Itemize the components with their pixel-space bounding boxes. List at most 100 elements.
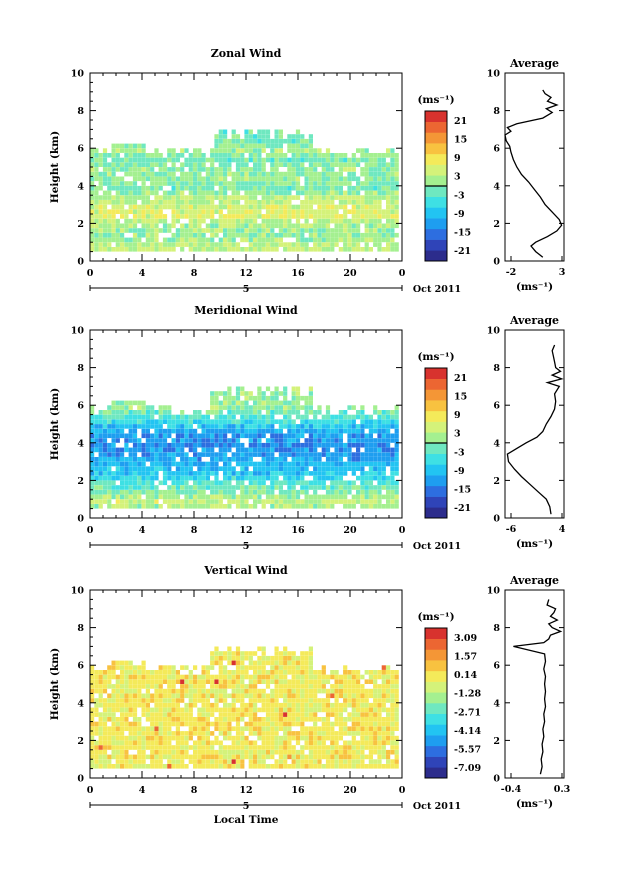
heatmap-cell	[373, 442, 378, 448]
heatmap-cell	[394, 428, 399, 434]
heatmap-cell	[295, 143, 301, 149]
heatmap-cell	[90, 670, 95, 675]
heatmap-cell	[90, 242, 95, 247]
heatmap-cell	[291, 504, 296, 509]
heatmap-cell	[205, 499, 210, 504]
heatmap-cell	[390, 214, 395, 219]
heatmap-cell	[111, 717, 116, 722]
heatmap-cell	[201, 684, 206, 689]
heatmap-cell	[291, 651, 296, 656]
heatmap-cell	[218, 209, 223, 214]
heatmap-cell	[377, 242, 382, 247]
heatmap-cell	[373, 242, 378, 247]
heatmap-cell	[218, 218, 223, 224]
heatmap-cell	[235, 242, 241, 247]
heatmap-cell	[158, 504, 163, 509]
heatmap-cell	[235, 218, 241, 224]
heatmap-cell	[313, 419, 318, 424]
heatmap-cell	[283, 679, 288, 684]
heatmap-cell	[115, 405, 120, 410]
heatmap-cell	[244, 391, 249, 396]
heatmap-cell	[210, 419, 215, 424]
heatmap-cell	[261, 485, 266, 490]
heatmap-cell	[368, 232, 373, 238]
heatmap-cell	[124, 485, 129, 490]
heatmap-cell	[386, 190, 391, 196]
heatmap-cell	[317, 209, 322, 214]
heatmap-cell	[287, 712, 292, 717]
heatmap-cell	[235, 247, 241, 252]
heatmap-cell	[132, 433, 138, 439]
heatmap-cell	[150, 190, 155, 196]
heatmap-cell	[364, 740, 369, 746]
heatmap-cell	[94, 176, 99, 182]
heatmap-cell	[150, 162, 155, 167]
heatmap-cell	[193, 731, 198, 736]
heatmap-cell	[313, 148, 318, 153]
heatmap-cell	[265, 171, 271, 177]
heatmap-cell	[244, 176, 249, 182]
heatmap-cell	[175, 228, 180, 233]
heatmap-cell	[338, 745, 343, 750]
heatmap-cell	[162, 428, 168, 434]
heatmap-cell	[330, 237, 335, 243]
heatmap-cell	[132, 209, 138, 214]
heatmap-cell	[90, 693, 95, 699]
heatmap-cell	[334, 707, 339, 713]
heatmap-cell	[137, 405, 142, 410]
heatmap-cell	[356, 679, 361, 684]
heatmap-cell	[368, 162, 373, 167]
heatmap-cell	[356, 428, 361, 434]
heatmap-cell	[338, 489, 343, 495]
heatmap-cell	[244, 489, 249, 495]
heatmap-cell	[338, 232, 343, 238]
heatmap-cell	[197, 721, 202, 727]
heatmap-cell	[253, 480, 258, 486]
heatmap-cell	[334, 471, 339, 476]
heatmap-cell	[141, 707, 146, 713]
heatmap-cell	[244, 452, 249, 457]
heatmap-cell	[193, 749, 198, 755]
heatmap-cell	[214, 400, 219, 406]
heatmap-cell	[317, 428, 322, 434]
heatmap-cell	[154, 754, 159, 760]
heatmap-cell	[373, 200, 378, 205]
heatmap-cell	[394, 442, 399, 448]
heatmap-cell	[274, 731, 279, 736]
heatmap-cell	[386, 442, 391, 448]
heatmap-cell	[304, 419, 309, 424]
heatmap-cell	[150, 181, 155, 186]
heatmap-cell	[184, 438, 189, 443]
heatmap-cell	[244, 665, 249, 670]
heatmap-cell	[158, 670, 163, 675]
heatmap-cell	[235, 655, 241, 661]
heatmap-cell	[158, 693, 163, 699]
heatmap-cell	[265, 153, 271, 158]
heatmap-cell	[141, 433, 146, 439]
heatmap-cell	[278, 712, 283, 717]
heatmap-cell	[248, 185, 253, 191]
heatmap-cell	[90, 167, 95, 172]
heatmap-cell	[171, 489, 176, 495]
heatmap-cell	[257, 424, 262, 429]
heatmap-cell	[317, 162, 322, 167]
heatmap-cell	[223, 466, 228, 471]
heatmap-cell	[205, 428, 210, 434]
heatmap-cell	[90, 499, 95, 504]
heatmap-cell	[338, 171, 343, 177]
heatmap-cell	[150, 433, 155, 439]
heatmap-cell	[343, 228, 348, 233]
heatmap-cell	[111, 447, 116, 453]
heatmap-cell	[111, 153, 116, 158]
heatmap-cell	[300, 707, 305, 713]
heatmap-cell	[231, 405, 236, 410]
heatmap-cell	[248, 674, 253, 680]
heatmap-cell	[295, 499, 301, 504]
heatmap-cell	[390, 735, 395, 741]
heatmap-cell	[141, 764, 146, 769]
heatmap-cell	[231, 242, 236, 247]
colorbar-segment	[425, 389, 447, 401]
heatmap-cell	[394, 717, 399, 722]
heatmap-cell	[287, 698, 292, 703]
heatmap-cell	[244, 726, 249, 731]
